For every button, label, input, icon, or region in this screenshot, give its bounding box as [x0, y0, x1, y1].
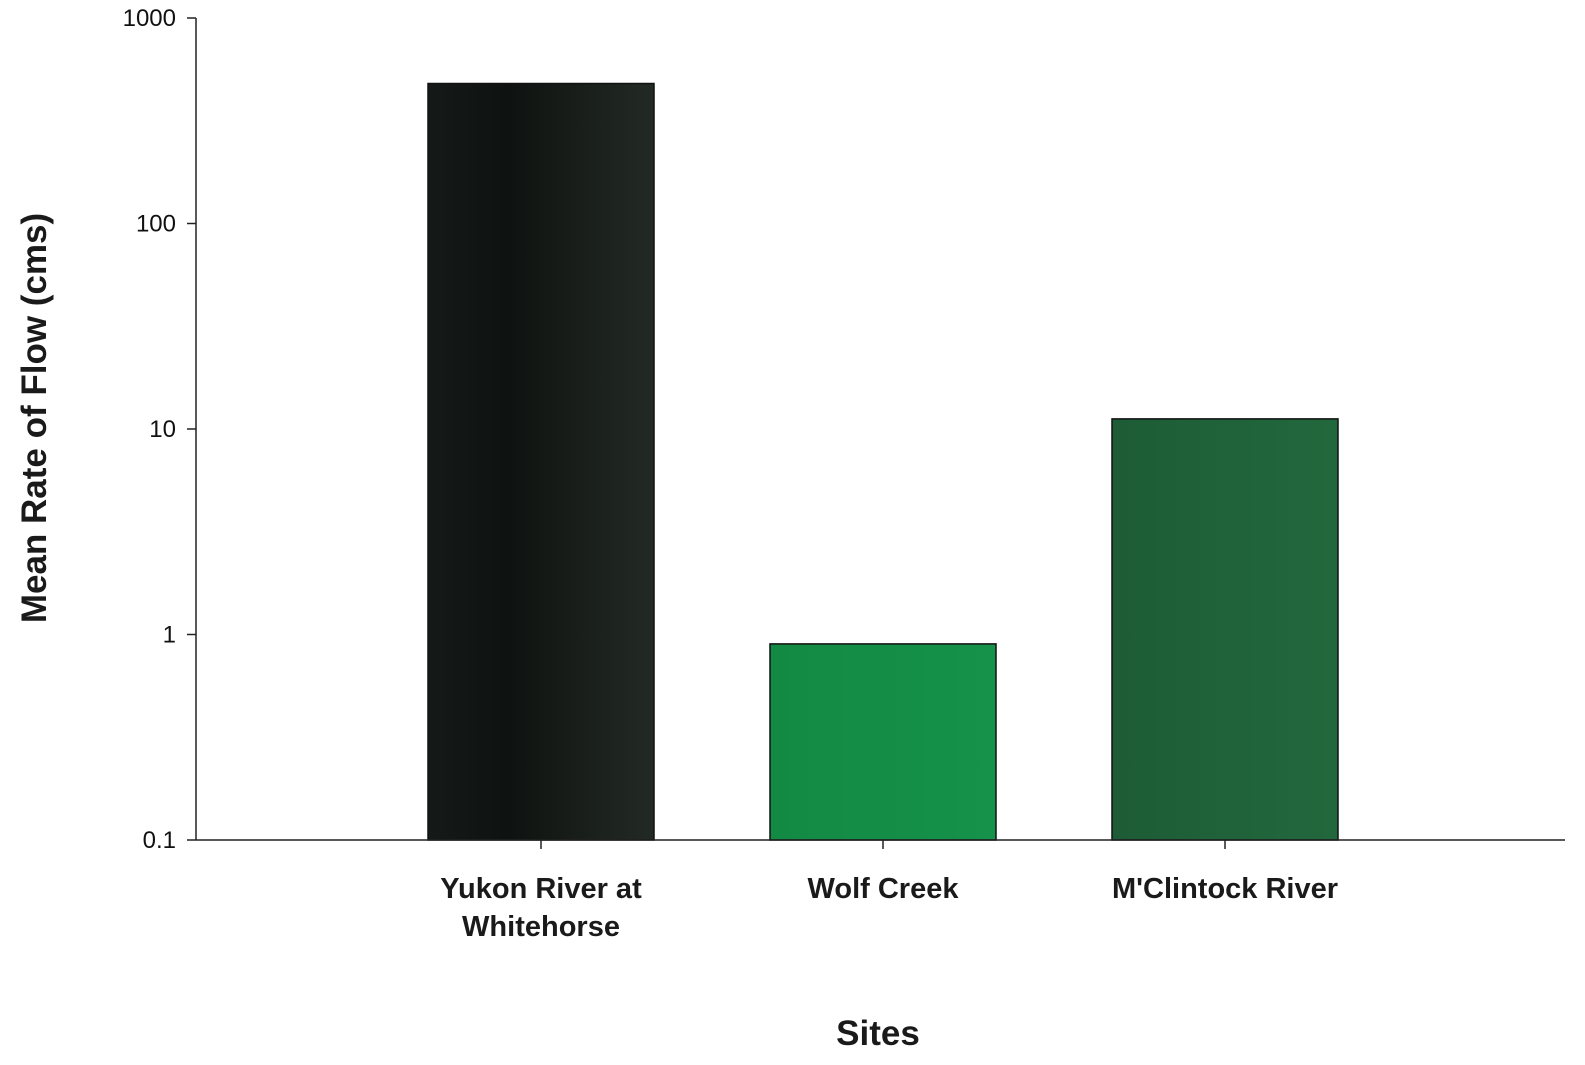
labels-layer: 0.1 1 10 100 1000 Yukon River at Whitehorse Wol… [15, 5, 1338, 1053]
y-tick-label-1: 1 [163, 622, 176, 649]
y-tick-label-3: 100 [136, 211, 176, 238]
y-tick-label-0: 0.1 [143, 827, 176, 854]
bar-2 [1111, 418, 1339, 841]
y-tick-label-4: 1000 [123, 5, 176, 32]
x-tick-label-1: Wolf Creek [808, 873, 960, 905]
bar-1 [769, 643, 997, 841]
x-axis-title: Sites [836, 1014, 920, 1053]
y-axis-title: Mean Rate of Flow (cms) [15, 213, 54, 623]
x-tick-label-2: M'Clintock River [1112, 873, 1338, 905]
x-tick-label-0: Yukon River at Whitehorse [440, 873, 642, 943]
bars-layer [427, 82, 1339, 841]
y-tick-label-2: 10 [149, 416, 176, 443]
axes-layer [187, 17, 1565, 849]
bar-0 [427, 82, 655, 841]
